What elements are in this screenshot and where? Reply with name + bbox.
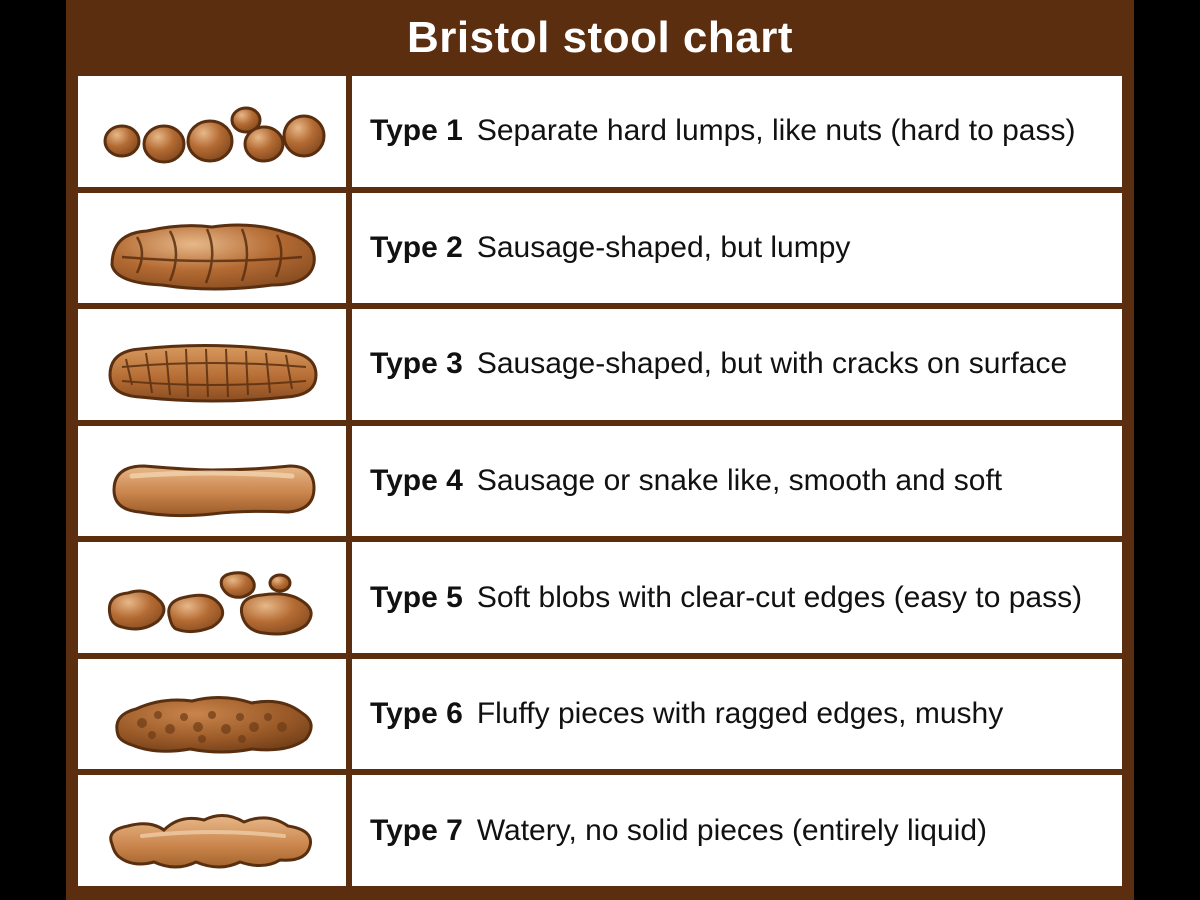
chart-frame: Bristol stool chart: [66, 0, 1134, 900]
table-row: Type 2 Sausage-shaped, but lumpy: [78, 193, 1122, 304]
text-cell: Type 2 Sausage-shaped, but lumpy: [352, 193, 1122, 304]
type7-icon: [92, 786, 332, 876]
type-description: Sausage-shaped, but lumpy: [477, 231, 851, 265]
type3-icon: [92, 319, 332, 409]
type-label: Type 7: [370, 814, 463, 848]
type-label: Type 6: [370, 697, 463, 731]
chart-grid: Type 1 Separate hard lumps, like nuts (h…: [66, 76, 1134, 900]
type5-icon: [92, 553, 332, 643]
illustration-cell: [78, 426, 346, 537]
illustration-cell: [78, 76, 346, 187]
type2-icon: [92, 203, 332, 293]
table-row: Type 7 Watery, no solid pieces (entirely…: [78, 775, 1122, 886]
type-description: Fluffy pieces with ragged edges, mushy: [477, 697, 1003, 731]
text-cell: Type 3 Sausage-shaped, but with cracks o…: [352, 309, 1122, 420]
type-description: Separate hard lumps, like nuts (hard to …: [477, 114, 1076, 148]
table-row: Type 4 Sausage or snake like, smooth and…: [78, 426, 1122, 537]
text-cell: Type 6 Fluffy pieces with ragged edges, …: [352, 659, 1122, 770]
chart-title: Bristol stool chart: [66, 0, 1134, 76]
type-label: Type 2: [370, 231, 463, 265]
illustration-cell: [78, 659, 346, 770]
table-row: Type 6 Fluffy pieces with ragged edges, …: [78, 659, 1122, 770]
type-label: Type 1: [370, 114, 463, 148]
illustration-cell: [78, 542, 346, 653]
type-label: Type 5: [370, 581, 463, 615]
table-row: Type 5 Soft blobs with clear-cut edges (…: [78, 542, 1122, 653]
text-cell: Type 7 Watery, no solid pieces (entirely…: [352, 775, 1122, 886]
text-cell: Type 5 Soft blobs with clear-cut edges (…: [352, 542, 1122, 653]
table-row: Type 1 Separate hard lumps, like nuts (h…: [78, 76, 1122, 187]
illustration-cell: [78, 775, 346, 886]
type1-icon: [92, 86, 332, 176]
type4-icon: [92, 436, 332, 526]
type-label: Type 4: [370, 464, 463, 498]
text-cell: Type 4 Sausage or snake like, smooth and…: [352, 426, 1122, 537]
illustration-cell: [78, 309, 346, 420]
type-description: Soft blobs with clear-cut edges (easy to…: [477, 581, 1082, 615]
type-description: Watery, no solid pieces (entirely liquid…: [477, 814, 987, 848]
illustration-cell: [78, 193, 346, 304]
type-description: Sausage or snake like, smooth and soft: [477, 464, 1002, 498]
type-description: Sausage-shaped, but with cracks on surfa…: [477, 347, 1067, 381]
text-cell: Type 1 Separate hard lumps, like nuts (h…: [352, 76, 1122, 187]
type6-icon: [92, 669, 332, 759]
type-label: Type 3: [370, 347, 463, 381]
table-row: Type 3 Sausage-shaped, but with cracks o…: [78, 309, 1122, 420]
